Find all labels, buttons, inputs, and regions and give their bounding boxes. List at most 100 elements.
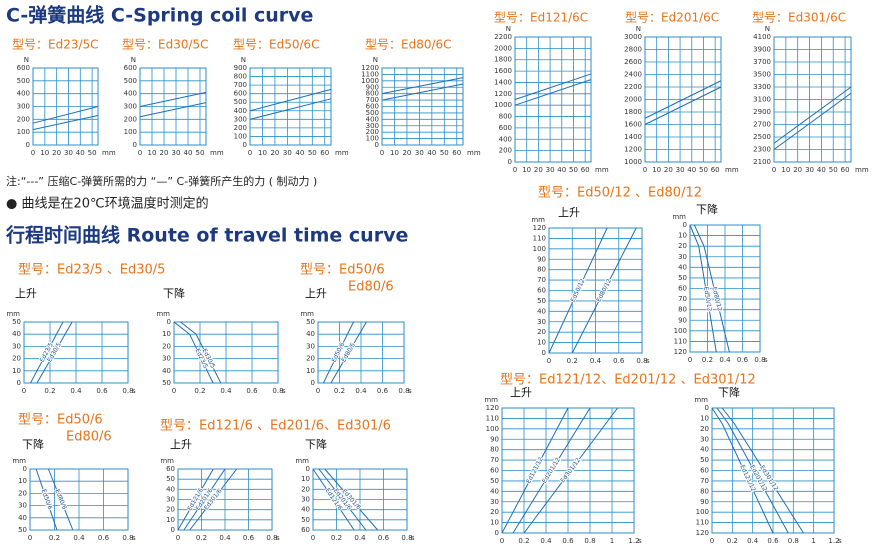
series-line (324, 468, 379, 531)
y-tick-label: 700 (366, 96, 379, 104)
x-tick-label: 10 (781, 166, 790, 174)
y-tick-label: 0 (683, 221, 687, 229)
x-tick-label: 0.4 (70, 387, 82, 395)
x-tick-label: 0.6 (767, 537, 779, 545)
y-tick-label: 40 (306, 330, 315, 338)
chart-title: 型号：Ed50/6C (233, 38, 320, 52)
series-label: Ed50/6 (40, 488, 53, 510)
x-tick-label: 20 (160, 149, 169, 157)
x-tick-label: 40 (427, 149, 436, 157)
x-tick-label: 1 (610, 537, 614, 545)
x-tick-label: 0.6 (378, 534, 390, 542)
y-tick-label: 20 (700, 425, 709, 433)
x-tick-label: 30 (172, 149, 181, 157)
x-tick-label: 0 (500, 537, 504, 545)
x-unit: s (838, 537, 842, 545)
x-unit: s (408, 387, 412, 395)
x-tick-label: 50 (88, 149, 97, 157)
y-tick-label: 50 (18, 526, 27, 534)
series-line (47, 468, 74, 531)
y-tick-label: 0 (375, 141, 379, 149)
y-tick-label: 900 (366, 83, 379, 91)
y-tick-label: 200 (17, 115, 30, 123)
y-tick-label: 3100 (753, 96, 771, 104)
x-tick-label: 50 (569, 166, 578, 174)
y-tick-label: 20 (301, 485, 310, 493)
x-tick-label: 20 (534, 166, 543, 174)
y-tick-label: 200 (499, 147, 512, 155)
x-unit: mm (102, 149, 116, 157)
y-tick-label: 100 (234, 132, 247, 140)
group-label: 型号：Ed121/12、Ed201/12 、Ed301/12 (500, 373, 756, 388)
series-line (30, 321, 64, 384)
series-line (548, 227, 608, 354)
x-tick-label: 30 (415, 149, 424, 157)
x-tick-label: 30 (805, 166, 814, 174)
y-tick-label: 2700 (753, 121, 771, 129)
y-tick-label: 50 (700, 456, 709, 464)
x-tick-label: 1.2 (628, 537, 639, 545)
y-tick-label: 100 (486, 425, 499, 433)
x-tick-label: 10 (148, 149, 157, 157)
y-tick-label: 30 (12, 342, 21, 350)
x-unit: mm (210, 149, 224, 157)
x-tick-label: 0 (710, 537, 714, 545)
x-tick-label: 40 (557, 166, 566, 174)
y-tick-label: 30 (306, 342, 315, 350)
x-tick-label: 0.6 (246, 387, 258, 395)
x-tick-label: 0.4 (540, 537, 552, 545)
y-tick-label: 1200 (494, 90, 512, 98)
travel-heading: 行程时间曲线 Route of travel time curve (5, 224, 408, 247)
y-tick-label: 600 (499, 124, 512, 132)
x-tick-label: 0 (311, 534, 315, 542)
y-tick-label: 0 (23, 465, 27, 473)
y-tick-label: 40 (162, 367, 171, 375)
y-unit: mm (295, 457, 309, 465)
x-tick-label: 40 (295, 149, 304, 157)
x-tick-label: 0 (248, 149, 252, 157)
y-tick-label: 2100 (753, 158, 771, 166)
x-unit: s (132, 534, 136, 542)
series-line (773, 92, 852, 150)
x-unit: s (276, 534, 280, 542)
x-tick-label: 50 (829, 166, 838, 174)
y-tick-label: 110 (533, 234, 546, 242)
y-tick-label: 70 (700, 477, 709, 485)
x-tick-label: 0 (172, 387, 176, 395)
y-tick-label: 20 (166, 506, 175, 514)
y-tick-label: 30 (700, 435, 709, 443)
y-tick-label: 3900 (753, 46, 771, 54)
y-tick-label: 0 (508, 158, 512, 166)
y-tick-label: 70 (537, 276, 546, 284)
y-tick-label: 20 (12, 355, 21, 363)
series-label: Ed80/6 (53, 488, 67, 510)
x-tick-label: 60 (320, 149, 329, 157)
y-tick-label: 1400 (624, 133, 642, 141)
y-tick-label: 1200 (361, 64, 379, 72)
y-tick-label: 200 (124, 115, 137, 123)
x-tick-label: 0.2 (727, 537, 738, 545)
y-tick-label: 120 (674, 348, 687, 356)
y-tick-label: 50 (306, 318, 315, 326)
y-tick-label: 3500 (753, 71, 771, 79)
series-line (322, 321, 354, 384)
y-tick-label: 40 (678, 263, 687, 271)
chart-title: 上升 (305, 287, 327, 300)
y-unit: N (241, 56, 246, 64)
y-tick-label: 70 (678, 295, 687, 303)
chart-title: 型号：Ed201/6C (625, 11, 719, 25)
x-tick-label: 0.6 (377, 387, 389, 395)
x-tick-label: 0.2 (49, 534, 60, 542)
y-tick-label: 600 (234, 90, 247, 98)
y-tick-label: 1000 (361, 77, 379, 85)
x-tick-label: 40 (76, 149, 85, 157)
y-tick-label: 110 (486, 414, 499, 422)
x-tick-label: 10 (390, 149, 399, 157)
x-unit: mm (725, 166, 739, 174)
x-tick-label: 0.2 (196, 534, 207, 542)
x-tick-label: 50 (440, 149, 449, 157)
y-unit: mm (160, 457, 174, 465)
y-tick-label: 60 (490, 467, 499, 475)
y-tick-label: 3000 (624, 33, 642, 41)
